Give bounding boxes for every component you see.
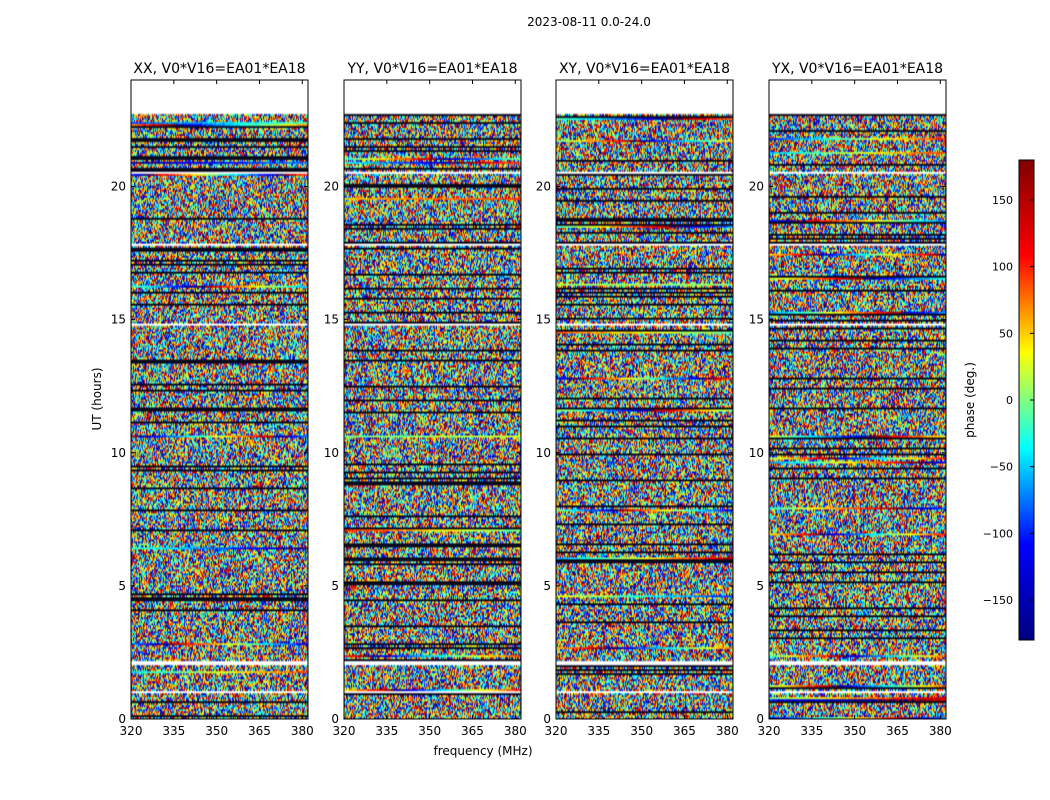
colorbar-tick-label: −100: [983, 527, 1013, 540]
x-axis-label: frequency (MHz): [433, 744, 532, 758]
y-tick-label: 20: [111, 180, 126, 194]
panel-frame: [343, 79, 522, 720]
colorbar-tick-label: 50: [999, 327, 1013, 340]
x-tick-label: 350: [843, 724, 866, 738]
colorbar-label: phase (deg.): [963, 362, 977, 438]
panel-title: XY, V0*V16=EA01*EA18: [559, 61, 730, 77]
x-tick-label: 380: [504, 724, 527, 738]
y-tick-label: 5: [331, 579, 339, 593]
panel-title: YX, V0*V16=EA01*EA18: [771, 61, 943, 77]
y-tick-label: 5: [756, 579, 764, 593]
x-tick-label: 380: [929, 724, 952, 738]
y-tick-label: 10: [749, 446, 764, 460]
panel-frame: [130, 79, 309, 720]
x-tick-label: 365: [886, 724, 909, 738]
panel-yx: YX, V0*V16=EA01*EA18 320 335 350 365 380 0 5 10 1…: [749, 61, 952, 738]
x-tick-label: 320: [758, 724, 781, 738]
y-tick-label: 20: [536, 180, 551, 194]
y-tick-label: 5: [543, 579, 551, 593]
y-tick-label: 20: [749, 180, 764, 194]
y-tick-label: 20: [324, 180, 339, 194]
x-tick-label: 380: [716, 724, 739, 738]
x-tick-label: 365: [248, 724, 271, 738]
y-tick-label: 15: [324, 313, 339, 327]
figure-title: 2023-08-11 0.0-24.0: [527, 15, 651, 29]
y-axis-label: UT (hours): [90, 367, 104, 430]
heatmap-image: [556, 80, 733, 719]
y-tick-label: 5: [118, 579, 126, 593]
y-tick-label: 10: [324, 446, 339, 460]
panel-xy: XY, V0*V16=EA01*EA18 320 335 350 365 380 0 5 10 1…: [536, 61, 739, 738]
panel-yy: YY, V0*V16=EA01*EA18 320 335 350 365 380 0 5 10 1…: [324, 61, 527, 738]
panel-frame: [768, 79, 947, 720]
panel-frame: [555, 79, 734, 720]
y-tick-label: 15: [111, 313, 126, 327]
panels-group: XX, V0*V16=EA01*EA18 320 335 350 365 380 0 5 10 1…: [111, 61, 952, 738]
colorbar-tick-label: 100: [992, 261, 1013, 274]
x-tick-label: 335: [800, 724, 823, 738]
y-tick-label: 0: [543, 712, 551, 726]
x-tick-label: 335: [162, 724, 185, 738]
heatmap-image: [769, 80, 946, 719]
y-tick-label: 0: [756, 712, 764, 726]
panel-title: YY, V0*V16=EA01*EA18: [346, 61, 517, 77]
colorbar-tick-label: −50: [990, 461, 1013, 474]
x-tick-label: 335: [587, 724, 610, 738]
y-tick-label: 0: [331, 712, 339, 726]
panel-xx: XX, V0*V16=EA01*EA18 320 335 350 365 380 0 5 10 1…: [111, 61, 314, 738]
colorbar-tick-label: 0: [1006, 394, 1013, 407]
colorbar: −150 −100 −50 0 50 100 150: [983, 159, 1035, 641]
y-tick-label: 15: [749, 313, 764, 327]
x-tick-label: 350: [418, 724, 441, 738]
y-tick-label: 10: [111, 446, 126, 460]
x-tick-label: 365: [673, 724, 696, 738]
x-tick-label: 380: [291, 724, 314, 738]
colorbar-tick-label: 150: [992, 194, 1013, 207]
heatmap-image: [131, 80, 308, 719]
x-tick-label: 320: [333, 724, 356, 738]
colorbar-tick-label: −150: [983, 594, 1013, 607]
x-tick-label: 320: [545, 724, 568, 738]
x-tick-label: 320: [120, 724, 143, 738]
y-tick-label: 10: [536, 446, 551, 460]
heatmap-image: [344, 80, 521, 719]
y-tick-label: 15: [536, 313, 551, 327]
y-tick-label: 0: [118, 712, 126, 726]
x-tick-label: 350: [630, 724, 653, 738]
x-tick-label: 350: [205, 724, 228, 738]
panel-title: XX, V0*V16=EA01*EA18: [133, 61, 305, 77]
x-tick-label: 335: [375, 724, 398, 738]
x-tick-label: 365: [461, 724, 484, 738]
